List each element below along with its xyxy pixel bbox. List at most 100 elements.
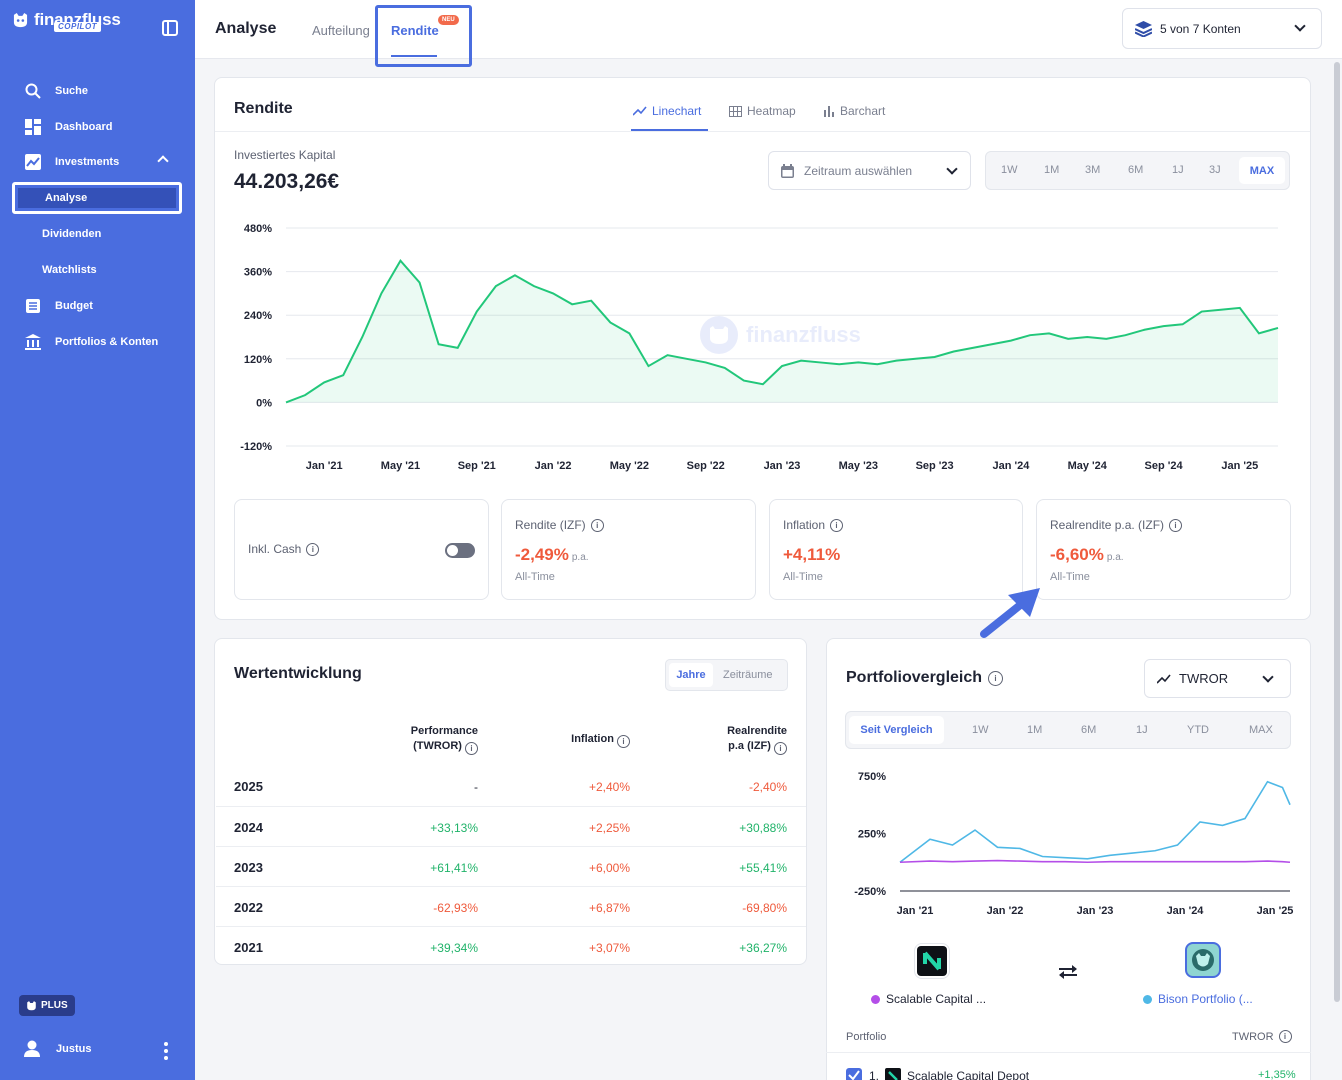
table-row[interactable]: 2025 - +2,40% -2,40% — [216, 766, 806, 806]
metric-select[interactable]: TWROR — [1144, 659, 1291, 698]
info-icon[interactable]: i — [830, 518, 844, 532]
date-range-select[interactable]: Zeitraum auswählen — [768, 151, 971, 190]
x-tick-label: Sep '21 — [458, 460, 496, 472]
x-tick-label: Jan '22 — [987, 905, 1024, 917]
grid-icon — [729, 105, 742, 117]
tab-rendite[interactable]: Rendite — [391, 23, 439, 38]
rendite-line-chart[interactable]: 480% 360% 240% 120% 0% -120% Jan '21 May '21 Sep… — [234, 212, 1292, 474]
x-tick-label: Sep '22 — [687, 460, 725, 472]
sidebar-item-suche[interactable]: Suche — [24, 82, 88, 99]
per-annum: p.a. — [1106, 552, 1124, 563]
range-1m[interactable]: 1M — [1027, 724, 1043, 736]
row-performance: +61,41% — [430, 861, 478, 875]
y-tick-label: 480% — [244, 223, 272, 235]
x-tick-label: May '24 — [1068, 460, 1108, 472]
range-seit-vergleich[interactable]: Seit Vergleich — [849, 716, 944, 744]
sidebar-item-label: Portfolios & Konten — [55, 335, 159, 348]
range-1m[interactable]: 1M — [1044, 164, 1060, 176]
range-6m[interactable]: 6M — [1128, 164, 1144, 176]
info-icon[interactable]: i — [988, 670, 1004, 686]
tab-barchart[interactable]: Barchart — [823, 104, 885, 118]
portfolio-left[interactable]: Scalable Capital ... — [871, 992, 986, 1006]
range-1w[interactable]: 1W — [1001, 164, 1018, 176]
sidebar-item-budget[interactable]: Budget — [24, 297, 93, 314]
sidebar: finanzfluss COPILOT Suche Dashboard Inve… — [0, 0, 195, 1080]
portfolio-left-name: Scalable Capital ... — [886, 992, 987, 1006]
info-icon[interactable]: i — [306, 542, 320, 556]
y-tick-label: -120% — [240, 441, 272, 453]
user-name: Justus — [56, 1042, 92, 1055]
inflation-value: +4,11% — [783, 545, 841, 564]
table-row[interactable]: 2022 -62,93% +6,87% -69,80% — [216, 886, 806, 926]
row-checkbox[interactable] — [846, 1068, 862, 1080]
compare-row[interactable]: 1. Scalable Capital Depot — [869, 1068, 1029, 1080]
sidebar-item-dashboard[interactable]: Dashboard — [24, 118, 112, 135]
seg-zeitraeume[interactable]: Zeiträume — [723, 669, 773, 681]
user-profile[interactable]: Justus — [24, 1040, 91, 1057]
account-select[interactable]: 5 von 7 Konten — [1122, 8, 1322, 49]
chevron-down-icon — [946, 163, 958, 175]
stat-label: Rendite (IZF) i — [515, 518, 604, 532]
header-text: Inflation — [571, 733, 614, 745]
tab-heatmap[interactable]: Heatmap — [729, 104, 796, 118]
bison-logo[interactable] — [1185, 942, 1221, 978]
range-3j[interactable]: 3J — [1209, 164, 1221, 176]
row-inflation: +6,00% — [588, 861, 630, 875]
more-vertical-icon[interactable] — [164, 1042, 168, 1060]
row-year: 2022 — [234, 900, 263, 915]
row-performance: +33,13% — [430, 821, 478, 835]
tab-label: Heatmap — [747, 104, 796, 118]
portfolio-right-name: Bison Portfolio (... — [1158, 992, 1253, 1006]
range-6m[interactable]: 6M — [1081, 724, 1097, 736]
sidebar-item-portfolios[interactable]: Portfolios & Konten — [24, 333, 158, 350]
per-annum: p.a. — [571, 552, 589, 563]
range-ytd[interactable]: YTD — [1187, 724, 1209, 736]
info-icon[interactable]: i — [1278, 1030, 1292, 1043]
search-icon — [24, 82, 41, 99]
table-row[interactable]: 2021 +39,34% +3,07% +36,27% — [216, 926, 806, 966]
range-3m[interactable]: 3M — [1085, 164, 1101, 176]
row-realrendite: +36,27% — [739, 941, 787, 955]
y-tick-label: 240% — [244, 310, 272, 322]
izf-stat: Rendite (IZF) i -2,49% p.a. All-Time — [501, 499, 756, 600]
range-1w[interactable]: 1W — [972, 724, 989, 736]
sidebar-collapse-icon[interactable] — [162, 20, 178, 36]
portfoliovergleich-header: Portfoliovergleich i — [846, 669, 1004, 687]
range-1j[interactable]: 1J — [1136, 724, 1148, 736]
info-icon[interactable]: i — [1169, 518, 1183, 532]
header-sub: (TWROR) — [413, 740, 462, 752]
seg-jahre[interactable]: Jahre — [669, 663, 713, 687]
tab-linechart[interactable]: Linechart — [633, 104, 701, 118]
sidebar-subitem-watchlists[interactable]: Watchlists — [42, 264, 97, 276]
cash-toggle[interactable] — [445, 543, 475, 558]
range-max[interactable]: MAX — [1249, 724, 1273, 736]
row-performance: -62,93% — [433, 901, 478, 915]
stat-sub: All-Time — [1050, 571, 1090, 583]
logo-icon — [27, 1000, 36, 1010]
scrollbar-thumb[interactable] — [1334, 62, 1340, 1002]
range-1j[interactable]: 1J — [1172, 164, 1184, 176]
page-title: Analyse — [215, 20, 277, 37]
scalable-logo[interactable] — [914, 943, 950, 979]
portfolio-right[interactable]: Bison Portfolio (... — [1143, 992, 1253, 1006]
plan-badge[interactable]: PLUS — [19, 995, 75, 1016]
sidebar-item-investments[interactable]: Investments — [24, 153, 119, 170]
row-year: 2023 — [234, 860, 263, 875]
y-tick-label: -250% — [854, 886, 886, 898]
info-icon[interactable]: i — [465, 742, 478, 755]
table-row[interactable]: 2024 +33,13% +2,25% +30,88% — [216, 806, 806, 846]
info-icon[interactable]: i — [774, 742, 787, 755]
x-tick-label: Jan '21 — [897, 905, 934, 917]
x-tick-label: Jan '21 — [306, 460, 343, 472]
compare-line-chart[interactable]: 750% 250% -250% Jan '21 Jan '22 Jan '23 Jan '2… — [846, 765, 1296, 925]
info-icon[interactable]: i — [617, 735, 630, 748]
tab-aufteilung[interactable]: Aufteilung — [312, 23, 370, 38]
swap-icon[interactable] — [1057, 964, 1079, 980]
range-max[interactable]: MAX — [1239, 157, 1285, 184]
table-row[interactable]: 2023 +61,41% +6,00% +55,41% — [216, 846, 806, 886]
chevron-up-icon[interactable] — [157, 155, 169, 167]
sidebar-subitem-dividenden[interactable]: Dividenden — [42, 228, 102, 240]
info-icon[interactable]: i — [590, 518, 604, 532]
sidebar-subitem-analyse[interactable]: Analyse — [12, 182, 182, 214]
izf-value: -2,49% — [515, 545, 569, 564]
